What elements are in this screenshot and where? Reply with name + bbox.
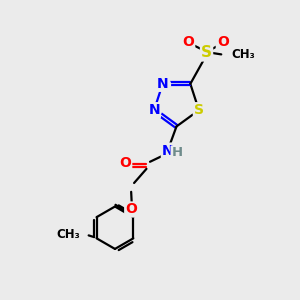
Text: N: N — [162, 144, 173, 158]
Text: CH₃: CH₃ — [231, 48, 255, 61]
Text: N: N — [148, 103, 160, 117]
Text: O: O — [182, 35, 194, 49]
Text: CH₃: CH₃ — [56, 228, 80, 241]
Text: O: O — [217, 35, 229, 49]
Text: O: O — [125, 202, 137, 217]
Text: N: N — [157, 77, 169, 91]
Text: O: O — [119, 156, 131, 170]
Text: H: H — [172, 146, 183, 159]
Text: S: S — [201, 45, 212, 60]
Text: S: S — [194, 103, 204, 117]
